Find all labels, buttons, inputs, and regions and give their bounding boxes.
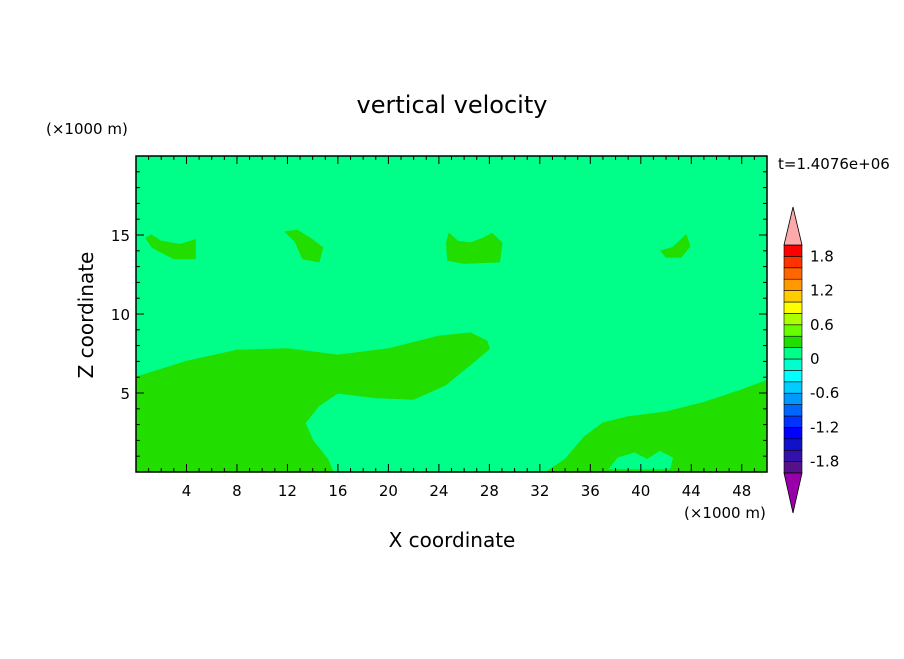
y-tick-label: 15 (111, 227, 130, 245)
y-axis-label: Z coordinate (74, 252, 98, 379)
colorbar-segment (783, 347, 803, 360)
colorbar-label: 0.6 (810, 316, 834, 334)
colorbar-segment (783, 290, 803, 303)
colorbar-segment (783, 461, 803, 474)
cloud-patch-3 (446, 232, 503, 264)
y-tick-label: 5 (120, 385, 130, 403)
colorbar-label: -1.2 (810, 418, 839, 436)
colorbar-segment (783, 278, 803, 291)
chart-title: vertical velocity (357, 91, 548, 119)
x-axis-label: X coordinate (389, 528, 516, 552)
time-label: t=1.4076e+06 (778, 155, 890, 173)
colorbar-segment (783, 301, 803, 314)
contour-fill (135, 156, 768, 473)
x-tick-label: 48 (732, 482, 751, 500)
colorbar-label: 1.2 (810, 282, 834, 300)
y-unit-label: (×1000 m) (46, 120, 128, 138)
x-tick-label: 12 (278, 482, 297, 500)
x-tick-label: 4 (182, 482, 192, 500)
weak-updraft-lower-left (135, 332, 490, 473)
colorbar-segment (783, 335, 803, 348)
x-tick-label: 40 (631, 482, 650, 500)
x-tick-label: 36 (581, 482, 600, 500)
colorbar-label: 1.8 (810, 247, 834, 265)
x-tick-label: 28 (480, 482, 499, 500)
x-tick-label: 20 (379, 482, 398, 500)
colorbar-segment (783, 427, 803, 440)
cloud-patch-4 (660, 234, 691, 258)
x-unit-label: (×1000 m) (684, 504, 766, 522)
colorbar-segment (783, 449, 803, 462)
colorbar-segment (783, 358, 803, 371)
colorbar-high-arrow (783, 206, 803, 246)
y-tick-label: 10 (111, 306, 130, 324)
colorbar-label: 0 (810, 350, 820, 368)
x-tick-label: 24 (429, 482, 448, 500)
x-tick-label: 32 (530, 482, 549, 500)
x-tick-label: 8 (232, 482, 242, 500)
colorbar-segment (783, 313, 803, 326)
colorbar-segment (783, 415, 803, 428)
colorbar-segment (783, 256, 803, 269)
colorbar: -1.8 -1.2 -0.6 0 0.6 1.2 1.8 (783, 206, 839, 514)
x-tick-label: 16 (328, 482, 347, 500)
cloud-patch-2 (284, 229, 324, 263)
colorbar-segment (783, 244, 803, 257)
colorbar-segment (783, 370, 803, 383)
colorbar-label: -1.8 (810, 453, 839, 471)
plot-frame (135, 155, 768, 473)
colorbar-segment (783, 267, 803, 280)
colorbar-segment (783, 392, 803, 405)
colorbar-segment (783, 404, 803, 417)
surface-blob-2 (608, 451, 673, 470)
colorbar-segment (783, 381, 803, 394)
x-tick-label: 44 (682, 482, 701, 500)
colorbar-low-arrow (783, 472, 803, 514)
cloud-patch-1 (145, 234, 196, 260)
colorbar-label: -0.6 (810, 384, 839, 402)
colorbar-segment (783, 438, 803, 451)
colorbar-segment (783, 324, 803, 337)
